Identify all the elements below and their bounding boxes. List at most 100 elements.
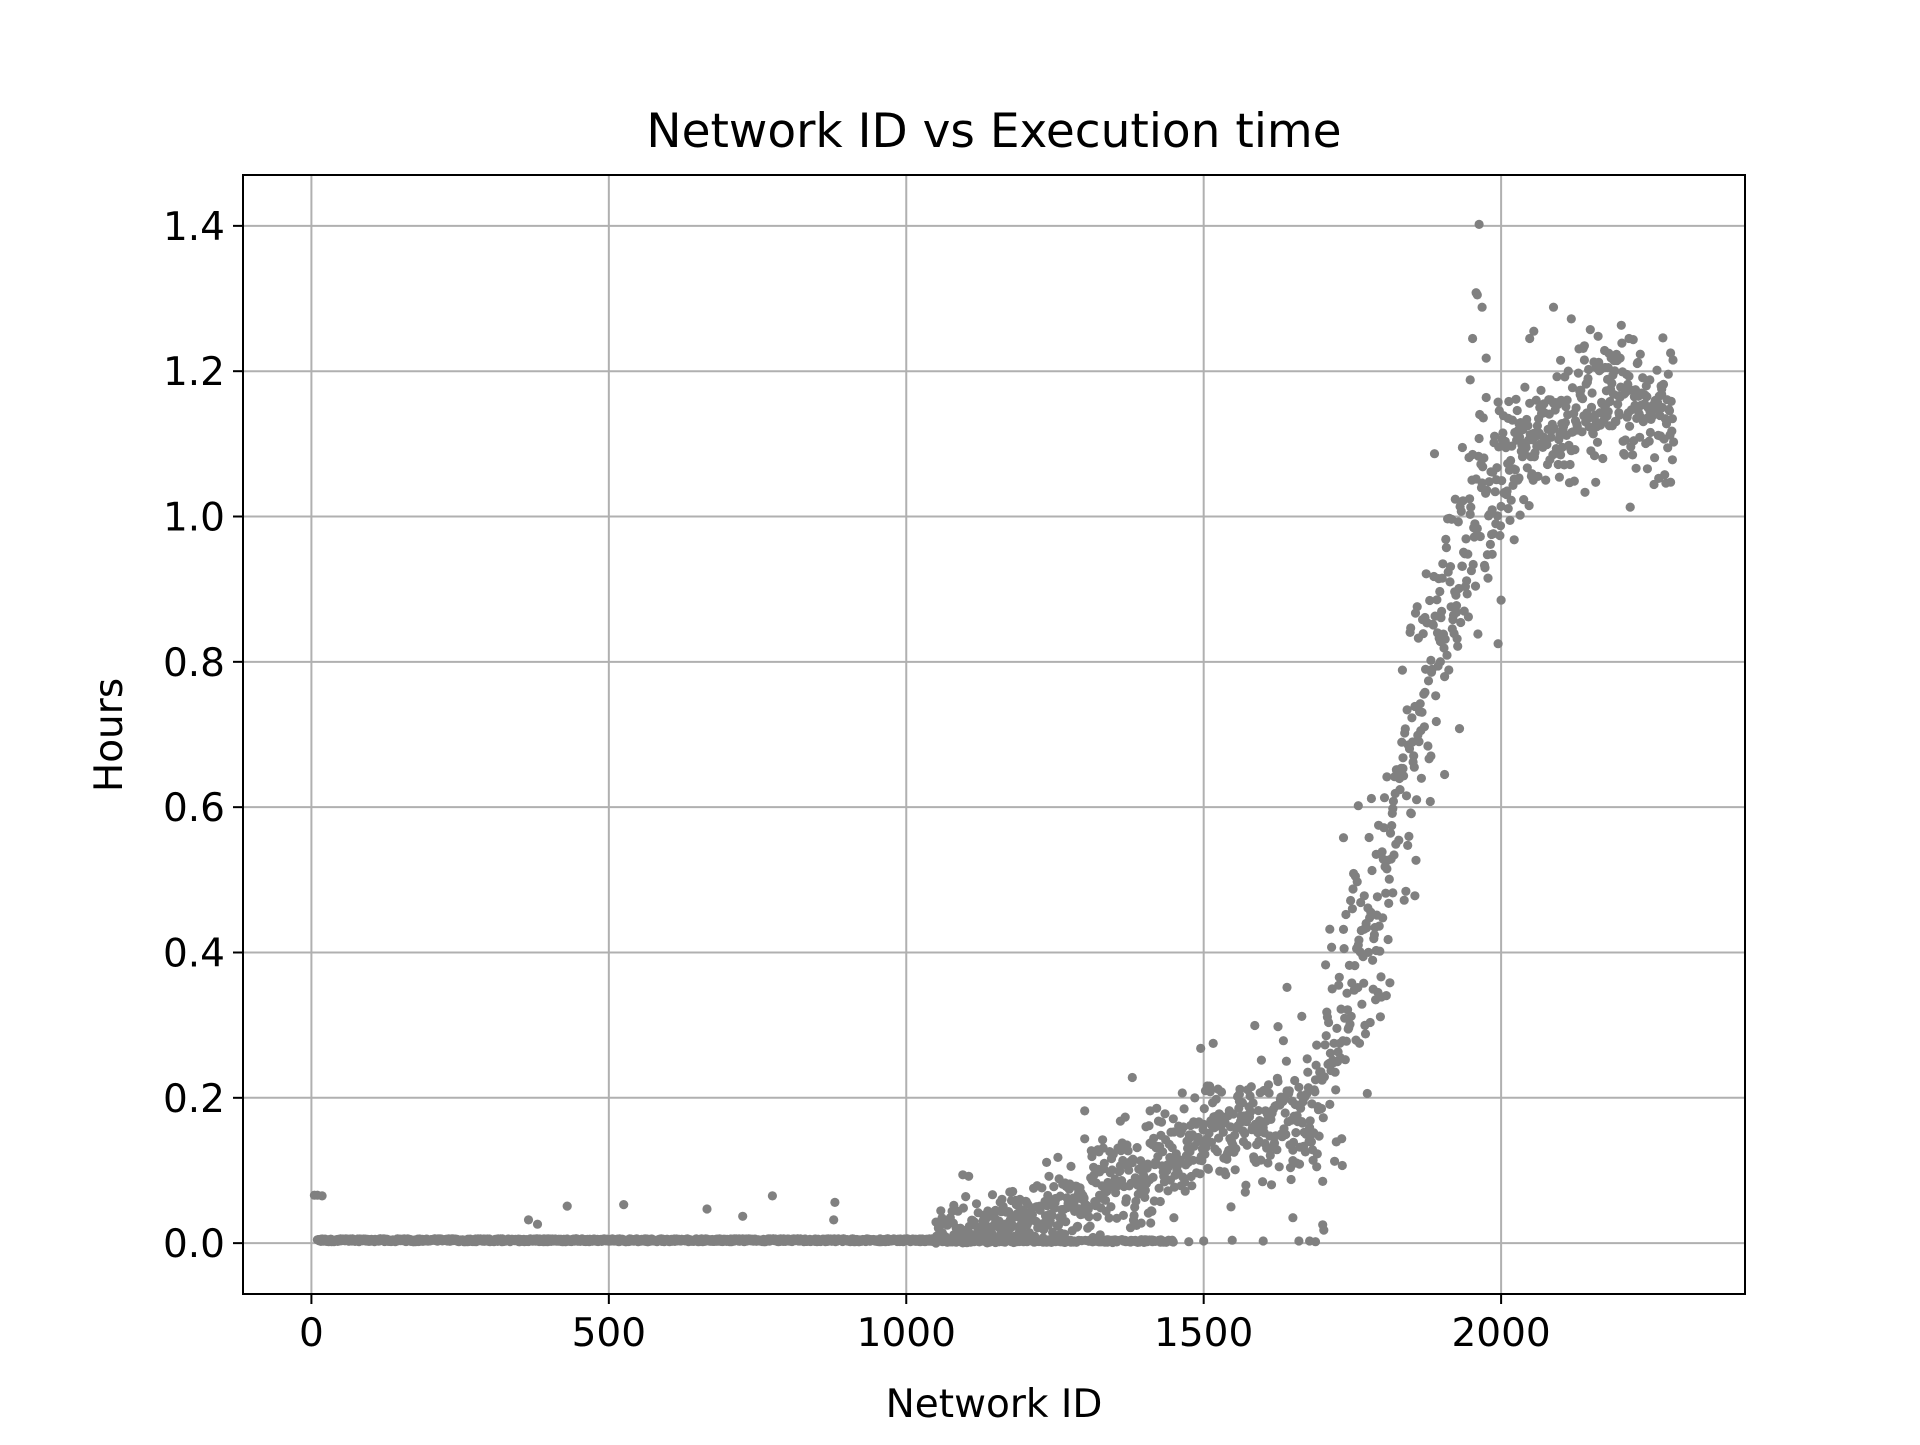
- data-point: [1107, 1165, 1117, 1175]
- data-point: [1258, 1177, 1268, 1187]
- data-point: [1231, 1144, 1241, 1154]
- data-point: [1278, 1036, 1288, 1046]
- data-point: [1372, 892, 1382, 902]
- data-point: [1374, 921, 1384, 931]
- data-point: [1585, 325, 1595, 335]
- data-point: [1445, 562, 1456, 572]
- data-point: [1256, 1155, 1266, 1165]
- data-point: [936, 1206, 946, 1216]
- data-point: [1199, 1119, 1209, 1129]
- data-point: [1417, 707, 1427, 717]
- data-point: [1208, 1038, 1218, 1048]
- data-point: [1529, 326, 1539, 336]
- data-point: [1520, 382, 1530, 392]
- data-point: [1321, 1031, 1331, 1041]
- data-point: [1579, 341, 1589, 351]
- data-point: [1398, 753, 1408, 763]
- data-point: [1465, 494, 1475, 504]
- data-point: [1143, 1159, 1153, 1169]
- data-point: [1318, 1113, 1328, 1123]
- data-point: [1011, 1200, 1021, 1210]
- y-tick-label: 0.4: [163, 931, 225, 976]
- data-point: [1461, 534, 1471, 544]
- data-point: [1456, 617, 1466, 628]
- y-axis-label: Hours: [87, 678, 132, 792]
- data-point: [1493, 639, 1503, 649]
- data-point: [1359, 891, 1369, 901]
- data-point: [1092, 1212, 1102, 1222]
- data-point: [1131, 1196, 1141, 1206]
- data-point: [1667, 455, 1677, 465]
- data-point: [1364, 832, 1374, 843]
- data-point: [1406, 808, 1416, 818]
- data-point: [1578, 394, 1588, 404]
- data-point: [1465, 375, 1475, 385]
- data-point: [702, 1204, 712, 1214]
- data-point: [1650, 453, 1660, 463]
- data-point: [1450, 494, 1460, 504]
- data-point: [1435, 657, 1445, 667]
- data-point: [1658, 333, 1668, 343]
- data-point: [949, 1200, 959, 1210]
- data-point: [1360, 1029, 1371, 1039]
- y-tick-label: 1.0: [163, 496, 225, 541]
- data-point: [1397, 665, 1407, 675]
- data-point: [1483, 573, 1493, 583]
- data-point: [1631, 463, 1641, 473]
- data-point: [1368, 955, 1378, 965]
- data-point: [1591, 363, 1601, 373]
- data-point: [1451, 607, 1462, 618]
- data-point: [1388, 804, 1398, 814]
- data-point: [1319, 1072, 1329, 1082]
- data-point: [1437, 573, 1447, 583]
- data-point: [1179, 1104, 1189, 1114]
- data-point: [1425, 796, 1435, 807]
- data-point: [1419, 722, 1429, 732]
- data-point: [1666, 396, 1676, 406]
- data-point: [1667, 426, 1677, 436]
- data-point: [1570, 445, 1580, 455]
- data-point: [1327, 942, 1337, 952]
- data-point: [1587, 388, 1597, 398]
- data-point: [1519, 495, 1529, 505]
- data-point: [1398, 763, 1408, 774]
- data-point: [1049, 1182, 1059, 1192]
- data-point: [1341, 909, 1351, 920]
- data-point: [1495, 521, 1506, 531]
- data-point: [971, 1199, 982, 1209]
- data-point: [1345, 1019, 1355, 1029]
- data-point: [1468, 333, 1478, 344]
- data-point: [1462, 589, 1472, 599]
- data-point: [1457, 442, 1467, 453]
- data-point: [1337, 1134, 1347, 1144]
- data-point: [1168, 1237, 1178, 1247]
- data-point: [1196, 1043, 1206, 1053]
- data-point: [1399, 895, 1409, 905]
- data-point: [1104, 1213, 1114, 1223]
- data-point: [1477, 478, 1487, 488]
- data-point: [1331, 1085, 1341, 1095]
- data-point: [1475, 531, 1485, 542]
- data-point: [1383, 934, 1393, 945]
- data-point: [1633, 357, 1643, 368]
- data-point: [1592, 437, 1603, 447]
- data-point: [1638, 373, 1648, 383]
- data-point: [1563, 366, 1573, 376]
- data-point: [1644, 436, 1654, 446]
- data-point: [1280, 1108, 1290, 1118]
- data-point: [1288, 1137, 1299, 1147]
- data-point: [830, 1197, 840, 1207]
- data-point: [1367, 865, 1377, 876]
- data-point: [1438, 559, 1448, 569]
- data-point: [1339, 944, 1349, 954]
- data-point: [1263, 1080, 1274, 1090]
- data-point: [523, 1215, 534, 1225]
- data-point: [1457, 561, 1467, 572]
- data-point: [1199, 1104, 1209, 1114]
- data-point: [1496, 595, 1506, 605]
- plot-frame: [242, 174, 1746, 1295]
- data-point: [1573, 368, 1583, 378]
- data-point: [1272, 1145, 1282, 1155]
- data-point: [1512, 405, 1522, 416]
- data-point: [1435, 586, 1445, 597]
